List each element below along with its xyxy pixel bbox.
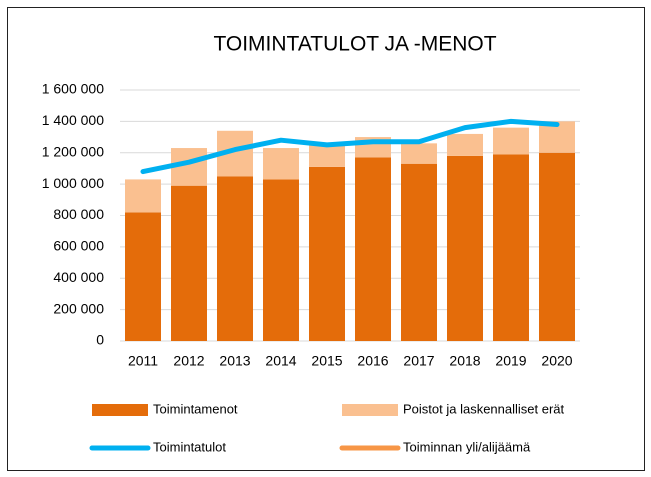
legend-label: Toiminnan yli/alijäämä [403,439,531,454]
legend-label: Toimintatulot [153,439,226,454]
y-tick-label: 1 400 000 [42,112,104,128]
bar [355,157,391,341]
legend-swatch [342,404,398,416]
bar [125,179,161,213]
y-tick-label: 0 [96,332,104,348]
x-tick-label: 2018 [449,353,480,369]
legend-label: Poistot ja laskennalliset erät [403,401,565,416]
bar [447,155,483,341]
x-tick-label: 2014 [265,353,296,369]
line [140,118,560,175]
x-tick-label: 2017 [403,353,434,369]
x-tick-label: 2020 [541,353,572,369]
bar [539,152,575,341]
y-tick-label: 1 000 000 [42,175,104,191]
legend-label: Toimintamenot [153,401,238,416]
bar [401,143,437,164]
x-tick-label: 2016 [357,353,388,369]
y-tick-label: 400 000 [53,269,104,285]
x-tick-label: 2011 [128,353,158,369]
bar [447,133,483,156]
x-tick-label: 2013 [219,353,250,369]
bar [309,144,345,167]
bar [171,185,207,341]
y-tick-label: 200 000 [53,300,104,316]
y-tick-label: 1 200 000 [42,143,104,159]
x-tick-label: 2019 [495,353,526,369]
bar [217,176,253,341]
chart-title: TOIMINTATULOT JA -MENOT [213,33,496,56]
bar [401,163,437,341]
y-tick-label: 1 600 000 [42,81,104,97]
bar [493,154,529,341]
bar [263,148,299,180]
bar [263,179,299,341]
y-tick-label: 800 000 [53,206,104,222]
x-tick-label: 2012 [173,353,204,369]
y-tick-label: 600 000 [53,238,104,254]
bar [309,166,345,341]
x-tick-label: 2015 [311,353,342,369]
bar [125,212,161,341]
legend-swatch [92,404,148,416]
bar [493,127,529,155]
